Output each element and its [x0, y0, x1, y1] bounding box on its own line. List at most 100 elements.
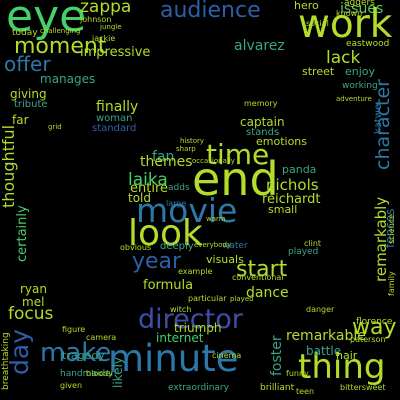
- cloud-word: entire: [130, 181, 169, 196]
- cloud-word: way: [352, 315, 397, 340]
- cloud-word: everybody: [194, 241, 232, 249]
- cloud-word: working: [342, 81, 378, 91]
- cloud-word: dance: [246, 285, 289, 301]
- cloud-word: triumph: [174, 321, 222, 335]
- cloud-word: laika: [128, 170, 168, 190]
- cloud-word: obvious: [120, 243, 152, 252]
- cloud-word: enjoy: [345, 65, 376, 78]
- cloud-word: look: [128, 213, 203, 254]
- cloud-word: figure: [62, 325, 86, 334]
- cloud-word: moment: [14, 34, 107, 59]
- cloud-word: mel: [22, 295, 45, 309]
- cloud-word: tragedy: [62, 349, 105, 362]
- cloud-word: certainly: [15, 205, 30, 262]
- cloud-word: thoughtful: [0, 124, 18, 208]
- cloud-word: aggers: [344, 0, 375, 8]
- cloud-word: known: [336, 9, 363, 18]
- cloud-word: internet: [156, 331, 204, 345]
- cloud-word: director: [138, 304, 243, 335]
- cloud-word: alvarez: [234, 38, 285, 54]
- cloud-word: remarkable: [286, 328, 366, 344]
- cloud-word: issues: [340, 1, 384, 17]
- cloud-word: breathtaking: [1, 332, 11, 390]
- cloud-word: deeply: [160, 241, 194, 252]
- cloud-word: manages: [40, 72, 96, 86]
- cloud-word: eye: [6, 0, 87, 42]
- cloud-word: katwe: [373, 104, 384, 134]
- cloud-word: brilliant: [260, 383, 295, 393]
- cloud-word: adds: [168, 183, 190, 193]
- cloud-word: camera: [86, 333, 117, 342]
- cloud-word: paterson: [350, 335, 386, 344]
- cloud-word: played: [230, 295, 254, 303]
- cloud-word: particular: [188, 294, 227, 303]
- cloud-word: teen: [296, 387, 315, 396]
- cloud-word: reichardt: [262, 192, 321, 207]
- cloud-word: formula: [143, 278, 194, 293]
- cloud-word: focus: [8, 304, 54, 324]
- cloud-word: offer: [4, 52, 51, 76]
- cloud-word: hero: [294, 0, 319, 12]
- cloud-word: nichols: [266, 176, 319, 194]
- cloud-word: zappa: [80, 0, 132, 17]
- cloud-word: lack: [326, 48, 361, 68]
- cloud-word: today: [12, 28, 38, 38]
- cloud-word: visuals: [206, 253, 244, 266]
- cloud-word: science: [387, 213, 396, 244]
- cloud-word: witch: [170, 305, 192, 314]
- cloud-word: given: [60, 381, 83, 390]
- cloud-word: nair: [336, 349, 358, 362]
- cloud-word: johnson: [80, 15, 112, 24]
- cloud-word: far: [12, 113, 29, 127]
- cloud-word: standard: [92, 123, 137, 134]
- cloud-word: work: [298, 2, 393, 47]
- cloud-word: adventure: [336, 95, 372, 103]
- cloud-word: warm: [206, 215, 226, 223]
- cloud-word: history: [180, 137, 205, 145]
- cloud-word: water: [222, 241, 248, 251]
- cloud-word: panda: [282, 163, 317, 176]
- cloud-word: bloody: [86, 369, 113, 378]
- cloud-word: impressive: [80, 45, 151, 60]
- cloud-word: large: [166, 199, 187, 208]
- cloud-word: stands: [246, 127, 280, 138]
- cloud-word: played: [288, 247, 319, 257]
- cloud-word: year: [132, 249, 182, 274]
- cloud-word: fan: [152, 149, 175, 165]
- cloud-word: social: [306, 19, 329, 28]
- cloud-word: time: [206, 138, 270, 171]
- cloud-word: themes: [140, 154, 193, 170]
- cloud-word: foster: [269, 335, 285, 376]
- cloud-word: minute: [108, 337, 239, 380]
- cloud-word: eastwood: [346, 39, 390, 49]
- cloud-word: conventional: [232, 273, 284, 282]
- cloud-word: ryan: [20, 282, 47, 296]
- cloud-word: grid: [48, 123, 62, 131]
- cloud-word: giving: [10, 87, 47, 101]
- cloud-word: woman: [96, 113, 133, 124]
- cloud-word: emotions: [256, 135, 308, 148]
- cloud-word: bittersweet: [340, 383, 386, 392]
- cloud-word: small: [268, 203, 298, 216]
- cloud-word: jungle: [100, 23, 122, 31]
- cloud-word: movie: [136, 191, 238, 230]
- cloud-word: street: [302, 65, 335, 78]
- cloud-word: danger: [306, 305, 335, 314]
- cloud-word: funny: [286, 369, 309, 378]
- cloud-word: jackie: [92, 34, 116, 43]
- cloud-word: example: [178, 267, 213, 276]
- cloud-word: tribute: [14, 99, 48, 110]
- cloud-word: sharp: [176, 145, 196, 153]
- cloud-word: florence: [356, 317, 393, 327]
- cloud-word: captain: [240, 115, 285, 129]
- cloud-word: occasionally: [192, 157, 235, 165]
- cloud-word: finally: [96, 99, 139, 115]
- cloud-word: end: [192, 152, 279, 206]
- cloud-word: clint: [304, 239, 322, 248]
- cloud-word: start: [236, 257, 288, 282]
- cloud-word: thing: [298, 347, 386, 387]
- cloud-word: battle: [306, 344, 342, 358]
- cloud-word: handmaiden: [60, 369, 117, 379]
- cloud-word: audience: [160, 0, 261, 23]
